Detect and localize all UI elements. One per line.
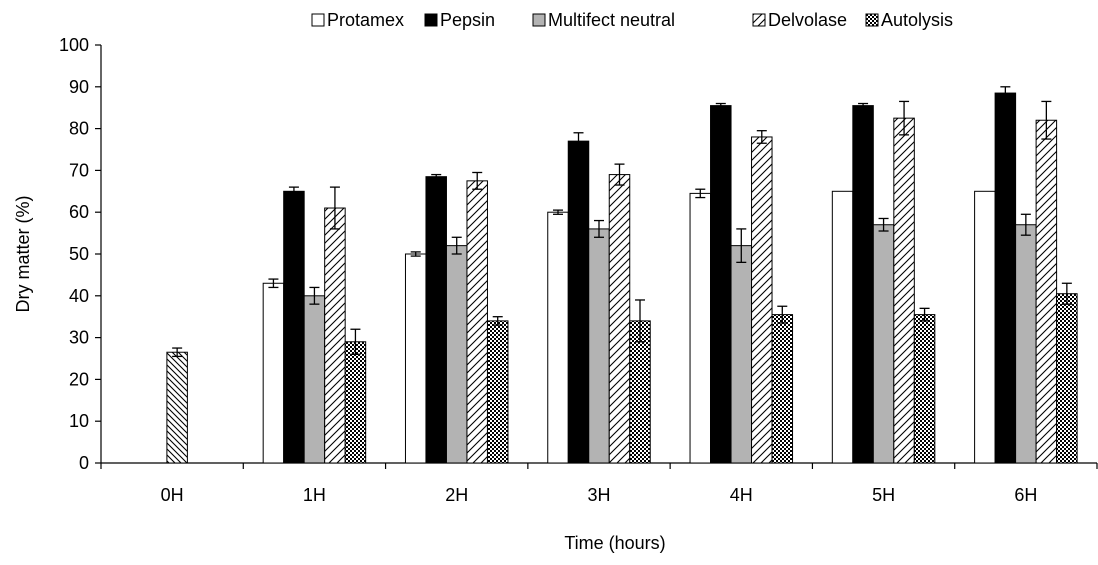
axes: 0 10 20 30 40 50 60 70 80 90 100 0H 1H 2H 3H 4H 5H 6H bbox=[59, 35, 1098, 505]
legend-label: Delvolase bbox=[768, 10, 847, 30]
bar-pepsin-6h bbox=[994, 92, 1017, 464]
error-bar bbox=[635, 299, 645, 343]
error-bars bbox=[172, 86, 1072, 358]
bar-pepsin-5h bbox=[852, 105, 874, 464]
legend-swatch bbox=[752, 13, 766, 27]
legend-item-multifect-neutral: Multifect neutral bbox=[532, 10, 675, 30]
bar-multifect-neutral-1h bbox=[303, 295, 326, 464]
legend-swatch bbox=[865, 13, 879, 27]
x-tick-label: 6H bbox=[1014, 485, 1037, 505]
error-bar bbox=[288, 186, 299, 197]
error-bar bbox=[329, 186, 340, 230]
bar-autolysis-5h bbox=[913, 314, 936, 464]
error-bar bbox=[858, 102, 869, 109]
bar-protamex-6h bbox=[974, 190, 996, 464]
bar-pepsin-1h bbox=[283, 190, 305, 464]
y-tick-label: 40 bbox=[69, 286, 89, 306]
legend-swatch bbox=[311, 13, 325, 27]
legend-label: Protamex bbox=[327, 10, 404, 30]
bar-delvolase-2h bbox=[466, 180, 488, 464]
bar-autolysis-1h bbox=[344, 341, 367, 464]
error-bar bbox=[736, 228, 747, 264]
legend-label: Pepsin bbox=[440, 10, 495, 30]
error-bar bbox=[1000, 86, 1011, 100]
bar-protamex-3h bbox=[547, 211, 569, 464]
error-bar bbox=[492, 316, 503, 326]
bar-delvolase-1h bbox=[324, 207, 346, 464]
x-tick-label: 0H bbox=[161, 485, 184, 505]
error-bar bbox=[431, 173, 442, 180]
y-tick-label: 80 bbox=[69, 119, 89, 139]
bar-autolysis-2h bbox=[486, 320, 509, 464]
bar-delvolase-4h bbox=[751, 136, 773, 464]
legend-item-autolysis: Autolysis bbox=[865, 10, 953, 30]
bar-pepsin-4h bbox=[710, 105, 732, 464]
legend-item-pepsin: Pepsin bbox=[424, 10, 495, 30]
error-bar bbox=[1061, 282, 1072, 305]
legend-swatch bbox=[532, 13, 546, 27]
error-bar bbox=[594, 219, 604, 238]
bar-protamex-4h bbox=[689, 192, 712, 464]
legend-item-delvolase: Delvolase bbox=[752, 10, 847, 30]
x-axis-title: Time (hours) bbox=[564, 533, 665, 553]
error-bar bbox=[777, 305, 788, 324]
y-tick-label: 30 bbox=[69, 328, 89, 348]
bar-multifect-neutral-4h bbox=[730, 245, 753, 464]
legend-label: Autolysis bbox=[881, 10, 953, 30]
error-bar bbox=[695, 188, 706, 199]
error-bar bbox=[472, 171, 483, 190]
legend-item-protamex: Protamex bbox=[311, 10, 404, 30]
bar-autolysis-6h bbox=[1056, 293, 1078, 464]
bar-pepsin-2h bbox=[425, 176, 447, 464]
y-tick-label: 70 bbox=[69, 160, 89, 180]
y-tick-label: 10 bbox=[69, 411, 89, 431]
error-bar bbox=[573, 132, 584, 151]
x-tick-label: 5H bbox=[872, 485, 895, 505]
error-bar bbox=[715, 102, 726, 109]
error-bar bbox=[899, 100, 910, 136]
bars bbox=[166, 92, 1078, 464]
error-bar bbox=[451, 236, 462, 255]
bar-multifect-neutral-5h bbox=[872, 224, 895, 464]
y-tick-label: 20 bbox=[69, 369, 89, 389]
y-tick-label: 0 bbox=[79, 453, 89, 473]
y-axis-title: Dry matter (%) bbox=[13, 196, 33, 313]
error-bar bbox=[1041, 100, 1052, 140]
bar-protamex-2h bbox=[404, 253, 427, 464]
bar-multifect-neutral-2h bbox=[445, 245, 468, 464]
error-bar bbox=[878, 217, 889, 232]
error-bar bbox=[268, 278, 279, 289]
bar-multifect-neutral-3h bbox=[588, 228, 610, 464]
x-tick-label: 2H bbox=[445, 485, 468, 505]
legend: Protamex Pepsin Multifect neutral Delvolase… bbox=[311, 10, 953, 30]
bar-autolysis-4h bbox=[771, 314, 794, 464]
error-bar bbox=[919, 307, 930, 322]
bar-autolysis-0h bbox=[166, 351, 188, 464]
bar-delvolase-5h bbox=[893, 117, 915, 464]
error-bar bbox=[410, 251, 421, 257]
bar-multifect-neutral-6h bbox=[1015, 224, 1037, 464]
bar-protamex-1h bbox=[262, 282, 285, 464]
error-bar bbox=[756, 130, 767, 144]
x-tick-label: 3H bbox=[587, 485, 610, 505]
y-tick-label: 60 bbox=[69, 202, 89, 222]
y-tick-label: 100 bbox=[59, 35, 89, 55]
legend-label: Multifect neutral bbox=[548, 10, 675, 30]
error-bar bbox=[1020, 213, 1031, 236]
x-tick-label: 1H bbox=[303, 485, 326, 505]
bar-delvolase-6h bbox=[1035, 119, 1058, 464]
bar-delvolase-3h bbox=[608, 174, 631, 464]
error-bar bbox=[553, 209, 563, 215]
error-bar bbox=[614, 163, 625, 186]
bar-protamex-5h bbox=[831, 190, 854, 464]
x-tick-label: 4H bbox=[730, 485, 753, 505]
y-tick-label: 50 bbox=[69, 244, 89, 264]
error-bar bbox=[350, 328, 361, 355]
y-tick-label: 90 bbox=[69, 77, 89, 97]
bar-pepsin-3h bbox=[567, 140, 590, 464]
error-bar bbox=[172, 347, 183, 358]
legend-swatch bbox=[424, 13, 438, 27]
error-bar bbox=[309, 286, 320, 305]
